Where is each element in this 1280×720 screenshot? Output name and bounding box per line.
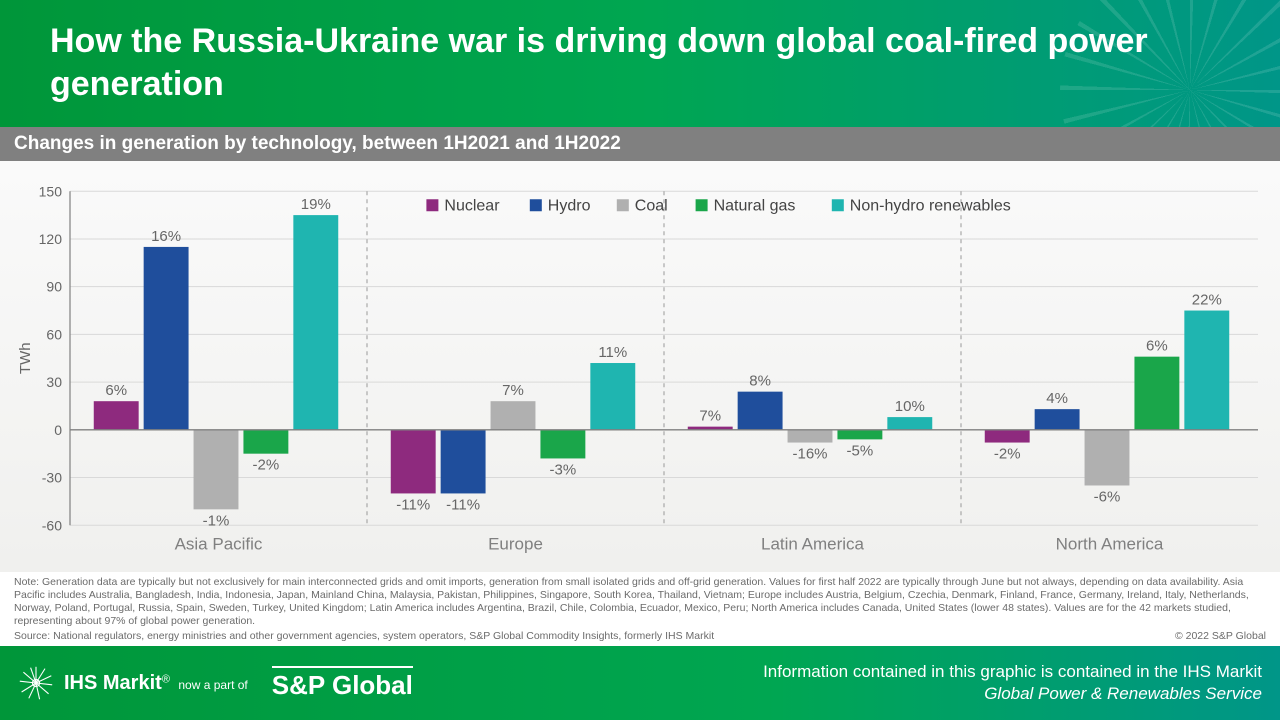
legend-swatch (530, 199, 542, 211)
bar (144, 247, 189, 430)
legend-label: Nuclear (444, 197, 500, 214)
bar-chart: -60 -30 0 30 60 90 120 150 TWh 6% 16% -1% -2% 19% Asia… (12, 167, 1268, 572)
svg-text:-2%: -2% (253, 457, 280, 474)
legend-label: Non-hydro renewables (850, 197, 1011, 214)
legend-label: Coal (635, 197, 668, 214)
svg-text:8%: 8% (749, 373, 771, 390)
header: How the Russia-Ukraine war is driving do… (0, 0, 1280, 127)
svg-text:6%: 6% (105, 382, 127, 399)
svg-text:90: 90 (46, 279, 62, 295)
svg-text:30: 30 (46, 374, 62, 390)
ihs-logo-text: IHS Markit® now a part of (64, 672, 248, 695)
svg-text:0: 0 (54, 422, 62, 438)
bar (1134, 357, 1179, 430)
svg-text:16%: 16% (151, 228, 181, 245)
svg-text:-30: -30 (42, 470, 62, 486)
sunburst-icon (18, 665, 54, 701)
svg-text:11%: 11% (598, 344, 627, 361)
svg-text:6%: 6% (1146, 338, 1168, 355)
legend-swatch (696, 199, 708, 211)
svg-text:-11%: -11% (396, 496, 430, 513)
bar (540, 430, 585, 459)
bar (1184, 311, 1229, 430)
svg-text:-3%: -3% (550, 461, 577, 478)
bar (1035, 409, 1080, 430)
bar (590, 363, 635, 430)
svg-text:-11%: -11% (446, 496, 480, 513)
svg-text:19%: 19% (301, 196, 331, 213)
legend-swatch (617, 199, 629, 211)
page-title: How the Russia-Ukraine war is driving do… (50, 20, 1230, 105)
bar (1085, 430, 1130, 486)
bar (94, 401, 139, 430)
svg-text:-16%: -16% (792, 446, 827, 463)
legend-swatch (832, 199, 844, 211)
svg-text:-60: -60 (42, 517, 62, 533)
bar (788, 430, 833, 443)
legend-label: Natural gas (714, 197, 796, 214)
registered-icon: ® (162, 673, 170, 685)
svg-text:7%: 7% (699, 408, 721, 425)
chart-container: -60 -30 0 30 60 90 120 150 TWh 6% 16% -1% -2% 19% Asia… (0, 161, 1280, 572)
bar (887, 417, 932, 430)
chart-subtitle: Changes in generation by technology, bet… (0, 127, 1280, 161)
logo-block: IHS Markit® now a part of S&P Global (18, 665, 413, 701)
bar (293, 215, 338, 430)
svg-text:10%: 10% (895, 398, 925, 415)
footer-line-2: Global Power & Renewables Service (763, 683, 1262, 705)
bar (738, 392, 783, 430)
svg-text:22%: 22% (1192, 292, 1222, 309)
slide: How the Russia-Ukraine war is driving do… (0, 0, 1280, 720)
svg-text:Latin America: Latin America (761, 534, 865, 553)
now-part-text: now a part of (178, 678, 247, 692)
svg-text:-6%: -6% (1094, 488, 1121, 505)
source-text: Source: National regulators, energy mini… (14, 630, 714, 642)
svg-text:150: 150 (39, 183, 63, 199)
legend-label: Hydro (548, 197, 591, 214)
bar (194, 430, 239, 510)
chart-notes: Note: Generation data are typically but … (0, 572, 1280, 631)
svg-text:Europe: Europe (488, 534, 543, 553)
bar (391, 430, 436, 494)
source-row: Source: National regulators, energy mini… (0, 630, 1280, 646)
svg-text:60: 60 (46, 326, 62, 342)
footer: IHS Markit® now a part of S&P Global Inf… (0, 646, 1280, 720)
svg-text:Asia Pacific: Asia Pacific (175, 534, 263, 553)
footer-attribution: Information contained in this graphic is… (763, 661, 1262, 705)
svg-text:120: 120 (39, 231, 63, 247)
bar (243, 430, 288, 454)
copyright-text: © 2022 S&P Global (1175, 630, 1266, 642)
bar (441, 430, 486, 494)
svg-text:North America: North America (1056, 534, 1164, 553)
svg-text:TWh: TWh (17, 342, 34, 374)
svg-text:4%: 4% (1046, 390, 1068, 407)
sp-logo: S&P Global (272, 666, 413, 701)
bar (985, 430, 1030, 443)
bar (491, 401, 536, 430)
svg-text:-5%: -5% (847, 442, 874, 459)
svg-text:-2%: -2% (994, 446, 1021, 463)
bar (837, 430, 882, 440)
legend-swatch (426, 199, 438, 211)
svg-text:-1%: -1% (203, 512, 230, 529)
svg-text:7%: 7% (502, 382, 524, 399)
footer-line-1: Information contained in this graphic is… (763, 661, 1262, 683)
